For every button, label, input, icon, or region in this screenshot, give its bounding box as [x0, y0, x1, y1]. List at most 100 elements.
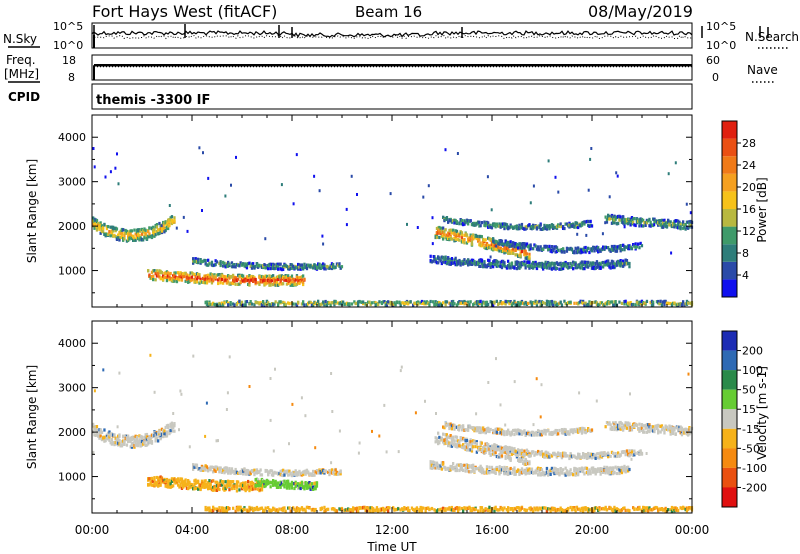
range-gate-cell	[599, 301, 602, 305]
range-gate-cell	[210, 479, 214, 483]
range-gate-cell	[219, 466, 222, 470]
range-gate-cell	[584, 301, 587, 305]
range-gate-cell	[439, 464, 442, 468]
range-gate-cell	[674, 219, 677, 223]
range-gate-cell	[258, 507, 261, 511]
range-gate-cell	[182, 272, 185, 276]
range-gate-cell	[303, 265, 306, 269]
range-gate-cell	[547, 469, 550, 474]
range-gate-cell	[194, 481, 197, 485]
range-gate-cell	[203, 278, 206, 282]
range-gate-cell	[232, 480, 235, 484]
range-gate-cell	[555, 508, 559, 512]
range-gate-cell	[140, 227, 144, 231]
range-gate-cell	[627, 218, 630, 222]
range-gate-cell	[465, 233, 469, 237]
range-gate-cell	[558, 473, 561, 477]
range-gate-cell	[193, 479, 196, 483]
range-gate-cell	[465, 506, 469, 510]
range-gate-cell	[432, 460, 435, 464]
range-gate-cell	[138, 238, 141, 242]
range-gate-cell	[625, 259, 629, 263]
range-gate-cell	[254, 471, 257, 475]
range-gate-cell	[307, 263, 310, 267]
range-gate-cell	[500, 222, 504, 226]
range-gate-cell	[459, 438, 462, 442]
range-gate-cell	[165, 430, 169, 434]
range-gate-cell	[598, 508, 601, 512]
range-gate-cell	[542, 267, 545, 271]
range-gate-cell	[632, 217, 635, 221]
range-gate-cell	[532, 300, 535, 305]
range-gate-cell	[519, 246, 522, 250]
range-gate-cell	[145, 432, 149, 437]
range-gate-cell	[585, 219, 589, 224]
range-gate-cell	[123, 231, 126, 236]
range-gate-cell	[220, 480, 224, 484]
range-gate-cell	[489, 262, 492, 266]
range-gate-cell	[460, 236, 464, 240]
range-gate-cell	[304, 509, 307, 513]
range-gate-cell	[108, 430, 111, 434]
range-gate-cell	[300, 471, 304, 475]
range-gate-cell	[130, 437, 134, 442]
range-gate-cell	[209, 468, 212, 472]
range-gate-cell	[455, 506, 459, 510]
range-gate-cell	[449, 508, 452, 512]
range-gate-cell	[168, 218, 171, 222]
freq-right-tick-bottom: 0	[712, 71, 719, 84]
range-gate-cell	[657, 223, 660, 227]
range-gate-cell	[462, 240, 465, 244]
range-gate-cell	[562, 508, 565, 512]
range-gate-cell	[172, 276, 175, 280]
y-tick-label: 4000	[58, 131, 86, 144]
range-gate-cell	[547, 473, 550, 477]
range-gate-cell	[385, 300, 389, 305]
range-gate-cell	[315, 302, 319, 306]
range-gate-cell	[137, 231, 140, 235]
range-gate-cell	[684, 223, 687, 227]
range-gate-cell	[412, 507, 415, 512]
range-gate-cell	[243, 303, 246, 307]
range-gate-cell	[438, 235, 441, 240]
range-gate-cell	[160, 427, 164, 431]
nsearch-trace-line	[91, 34, 693, 40]
range-gate-cell	[102, 230, 105, 234]
range-gate-cell	[194, 279, 197, 283]
range-gate-cell	[242, 483, 245, 487]
range-gate-cell	[465, 439, 469, 443]
range-gate-cell	[638, 224, 641, 228]
range-gate-cell	[500, 451, 504, 455]
range-gate-cell	[247, 278, 250, 282]
range-gate-cell	[250, 486, 254, 491]
range-gate-cell	[480, 261, 484, 265]
range-gate-cell	[442, 215, 445, 219]
range-gate-cell	[219, 260, 222, 264]
range-gate-cell	[549, 262, 552, 266]
range-gate-cell	[227, 506, 230, 510]
range-gate-cell	[443, 219, 446, 223]
range-gate-cell	[437, 255, 440, 259]
range-gate-cell	[509, 251, 512, 255]
range-gate-cell	[512, 226, 515, 230]
range-gate-cell	[265, 266, 269, 270]
range-gate-cell	[665, 301, 669, 305]
power-scatter-cells	[92, 146, 694, 307]
range-gate-cell	[585, 507, 589, 511]
range-gate-cell	[444, 261, 447, 265]
range-gate-cell	[528, 248, 531, 252]
range-gate-cell	[527, 453, 530, 457]
range-gate-cell	[582, 263, 585, 267]
range-gate-cell	[122, 237, 125, 241]
range-gate-cell	[207, 485, 210, 489]
range-gate-cell	[344, 302, 347, 306]
range-gate-cell	[355, 509, 359, 513]
range-gate-cell	[132, 441, 135, 445]
range-gate-cell	[553, 266, 556, 270]
range-gate-cell	[584, 250, 587, 254]
range-gate-cell	[624, 218, 627, 222]
range-gate-cell	[525, 459, 529, 464]
range-gate-cell	[648, 224, 651, 228]
range-gate-cell	[173, 218, 176, 223]
range-gate-cell	[129, 436, 132, 440]
